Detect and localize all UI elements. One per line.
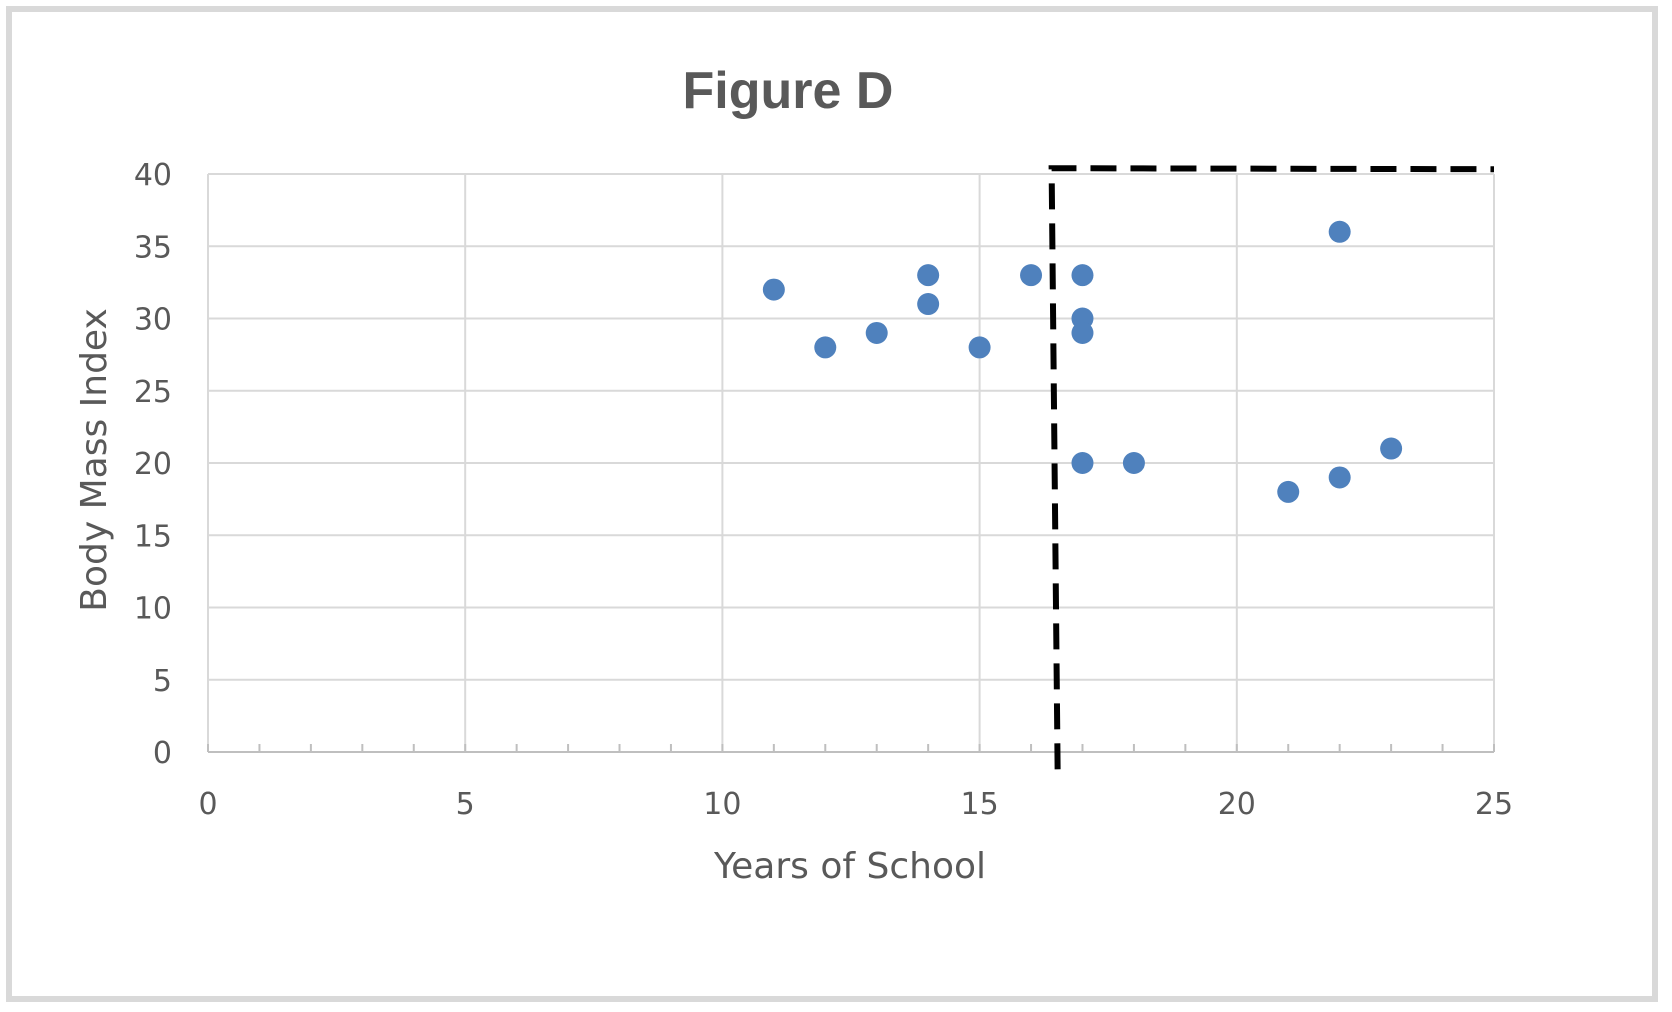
data-point-0-15 (1380, 437, 1403, 460)
x-axis-label: Years of School (713, 846, 986, 887)
chart-title: Figure D (683, 62, 894, 120)
y-tick-label-6: 30 (134, 303, 172, 338)
y-tick-label-7: 35 (134, 230, 172, 265)
gridlines (207, 173, 1495, 752)
y-tick-label-4: 20 (134, 447, 172, 482)
y-tick-label-1: 5 (153, 664, 172, 699)
scatter-chart: Figure D 0 5 10 15 20 25 0 5 10 15 20 25 30 35 40 Year… (74, 62, 1513, 887)
annotations (1048, 165, 1495, 770)
tick-labels: 0 5 10 15 20 25 0 5 10 15 20 25 30 35 40 (134, 158, 1513, 822)
data-point-0-10 (1071, 452, 1094, 474)
chart-frame: Figure D 0 5 10 15 20 25 0 5 10 15 20 25 30 35 40 Year… (6, 6, 1658, 1002)
data-point-0-14 (1328, 466, 1351, 489)
data-point-0-7 (1071, 264, 1094, 287)
data-point-0-3 (917, 264, 940, 287)
y-tick-label-0: 0 (153, 736, 172, 771)
x-tick-label-2: 10 (703, 787, 741, 822)
data-point-0-13 (1328, 220, 1351, 243)
x-tick-label-0: 0 (198, 787, 217, 822)
dashed-region-boundary-0 (1048, 165, 1495, 770)
y-tick-label-2: 10 (134, 592, 172, 627)
data-point-0-2 (865, 321, 888, 344)
data-point-0-0 (762, 278, 785, 301)
x-tick-label-3: 15 (961, 787, 999, 822)
y-tick-label-3: 15 (134, 519, 172, 554)
data-point-0-9 (1071, 321, 1094, 344)
x-tick-label-1: 5 (456, 787, 475, 822)
data-point-0-1 (814, 336, 837, 359)
data-point-0-4 (917, 293, 940, 316)
data-point-0-6 (1020, 264, 1043, 287)
data-points (762, 220, 1403, 503)
y-tick-label-8: 40 (134, 158, 172, 193)
axes (207, 744, 1495, 753)
data-point-0-12 (1277, 480, 1300, 503)
y-axis-label: Body Mass Index (74, 308, 115, 612)
data-point-0-11 (1122, 452, 1145, 474)
y-tick-label-5: 25 (134, 375, 172, 410)
x-tick-label-5: 25 (1475, 787, 1513, 822)
x-tick-label-4: 20 (1218, 787, 1256, 822)
data-point-0-5 (968, 336, 991, 359)
